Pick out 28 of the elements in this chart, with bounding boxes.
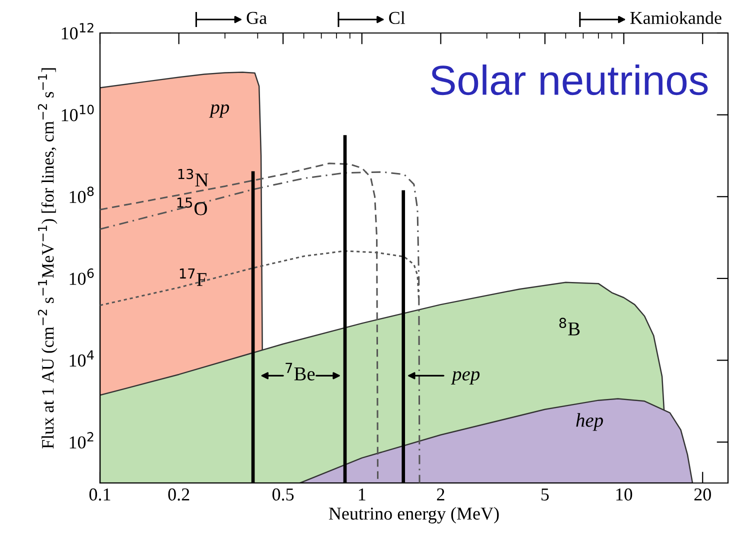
annotation: $^{17}$F (180, 268, 206, 286)
annotation: hep (576, 413, 603, 431)
annotation: $^{15}$O (177, 198, 207, 216)
text: Solar neutrinos (430, 64, 708, 96)
annotation: $^{8}$B (559, 318, 580, 336)
y-tick-label: 10$^{10}$ (62, 104, 94, 122)
annotation: pp (209, 104, 230, 118)
y-tick-label: 10$^{6}$ (70, 268, 94, 285)
x-tick-label: 1 (358, 488, 366, 500)
y-tick-label: 10$^{8}$ (70, 186, 94, 204)
x-tick-label: 0.2 (168, 488, 190, 501)
y-tick-label: 10$^{4}$ (70, 350, 94, 367)
x-tick-label: 0.5 (272, 488, 294, 501)
x-tick-label: 20 (694, 488, 711, 501)
annotation: $^{7}$Be (286, 362, 315, 380)
x-tick-label: 0.1 (89, 488, 110, 501)
y-tick-label: 10$^{12}$ (62, 22, 94, 40)
x-tick-label: 2 (437, 488, 444, 500)
annotation: pep (450, 371, 480, 384)
y-tick-label: 10$^{2}$ (70, 432, 94, 449)
x-axis-title: Neutrino energy (MeV) (328, 507, 499, 524)
text: Kamiokande (630, 11, 722, 24)
annotation: $^{13}$N (178, 168, 208, 186)
x-tick-label: 10 (616, 488, 632, 501)
text: Ga (246, 12, 267, 24)
x-tick-label: 5 (541, 488, 549, 501)
text: Cl (389, 11, 406, 24)
text: Flux at 1 AU (cm$^{−2}$ s$^{−1}$MeV$^{−1}$) [for lines, cm$^{−2}$ s$^{−1}$] (38, 68, 58, 449)
